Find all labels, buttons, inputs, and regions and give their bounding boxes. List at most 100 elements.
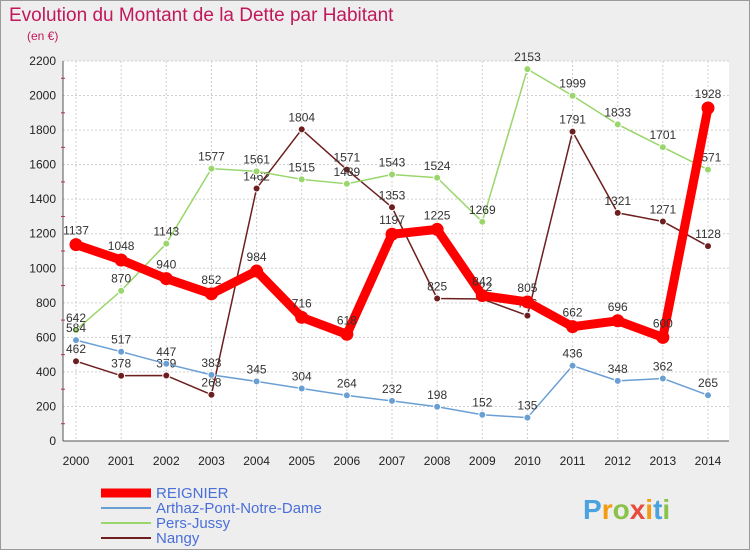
x-tick-label: 2007 [379,454,406,468]
data-label: 1543 [379,155,406,169]
data-point [162,371,171,380]
data-point [69,238,83,252]
data-point [295,310,309,324]
data-label: 152 [472,396,492,410]
y-tick-label: 1400 [29,192,56,206]
data-point [117,286,126,295]
data-point [204,287,218,301]
data-point [704,242,712,251]
data-point [613,376,622,385]
proxiti-logo: Proxiti [583,494,670,525]
x-tick-label: 2004 [243,454,270,468]
data-point [342,391,351,400]
data-point [252,167,261,176]
data-label: 852 [201,273,221,287]
x-tick-label: 2001 [108,454,135,468]
y-tick-label: 1200 [29,227,56,241]
data-label: 135 [517,399,537,413]
x-tick-label: 2009 [469,454,496,468]
data-label: 462 [66,342,86,356]
data-label: 1269 [469,203,496,217]
x-tick-label: 2000 [63,454,90,468]
data-label: 264 [337,376,357,390]
data-label: 870 [111,272,131,286]
y-tick-label: 800 [36,296,56,310]
data-point [250,264,264,278]
legend: REIGNIERArthaz-Pont-Notre-DamePers-Jussy… [101,485,322,547]
data-label: 716 [292,296,312,310]
data-point [162,359,171,368]
data-label: 1804 [288,110,315,124]
data-point [430,222,444,236]
data-point [704,165,712,174]
data-label: 1048 [108,239,135,253]
data-point [342,165,351,174]
series-pers-jussy: 642 870 1143 1577 1561 1515 1489 1543 1524 1269 21… [66,50,722,335]
x-tick-label: 2013 [650,454,677,468]
data-point [252,377,261,386]
x-tick-label: 2005 [288,454,315,468]
data-point [388,170,396,179]
series-reignier: 1137 1048 940 852 984 716 618 1197 1225 842 805 662… [63,87,722,344]
data-label: 1928 [695,87,722,101]
data-point [568,91,577,100]
data-label: 984 [247,250,267,264]
data-label: 618 [337,313,357,327]
legend-label: Pers-Jussy [156,515,231,532]
y-tick-label: 400 [36,365,56,379]
data-label: 304 [292,369,312,383]
x-tick-label: 2014 [695,454,722,468]
y-tick-label: 1600 [29,158,56,172]
data-label: 696 [608,300,628,314]
logo-letter: t [653,494,662,525]
data-point [568,361,577,370]
data-point [207,390,216,399]
data-label: 1128 [695,227,721,241]
data-label: 1999 [559,77,586,91]
series-arthaz-pont-notre-dame: 584 517 447 383 345 304 264 232 198 152 135 436 348 3… [66,321,718,422]
x-tick-label: 2003 [198,454,225,468]
data-label: 662 [563,306,583,320]
data-label: 1271 [650,202,677,216]
data-label: 1143 [153,225,179,239]
chart-unit: (en €) [27,29,59,43]
data-point [297,384,306,393]
data-label: 1489 [334,165,361,179]
data-point [117,347,126,356]
data-label: 584 [66,321,86,335]
y-tick-label: 1800 [29,123,56,137]
data-point [207,370,216,379]
y-tick-label: 2000 [29,89,56,103]
logo-letter: x [630,494,646,525]
data-point [613,208,622,217]
data-label: 1515 [288,160,315,174]
data-label: 268 [201,376,221,390]
data-label: 1791 [559,113,586,127]
data-point [72,326,80,335]
data-point [207,164,216,173]
data-point [385,227,399,241]
data-label: 1137 [63,224,89,238]
logo-letter: P [583,494,602,525]
data-point [114,253,128,267]
data-label: 447 [156,345,176,359]
data-point [252,184,261,193]
data-point [658,217,667,226]
data-point [475,289,489,303]
logo-letter: i [645,494,653,525]
data-label: 805 [517,281,537,295]
data-label: 436 [563,347,583,361]
y-tick-label: 600 [36,330,56,344]
data-label: 1524 [424,159,451,173]
data-label: 642 [66,311,86,325]
data-label: 1225 [424,208,451,222]
data-point [478,217,487,226]
y-tick-label: 1000 [29,261,56,275]
data-point [433,402,442,411]
data-point [566,320,580,334]
data-label: 2153 [514,50,541,64]
data-point [520,295,534,309]
data-label: 825 [427,280,447,294]
